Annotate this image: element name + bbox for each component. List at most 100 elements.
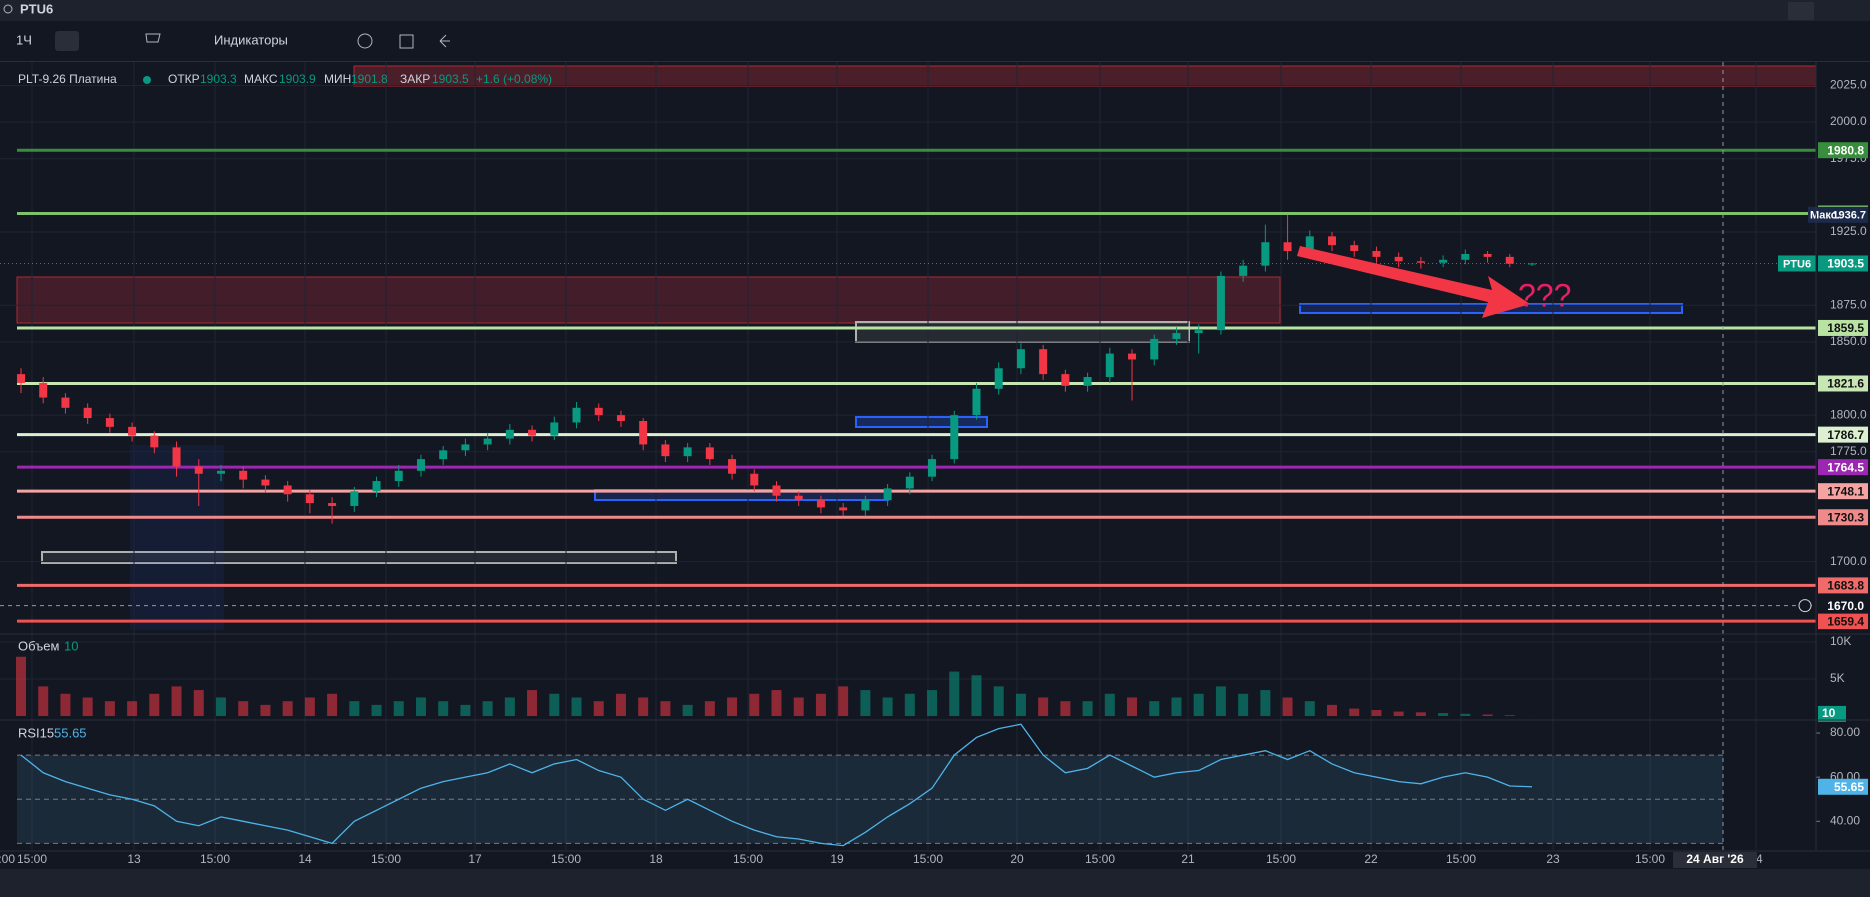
candle-body <box>728 459 737 474</box>
candle-body <box>1439 259 1448 263</box>
cart-icon[interactable] <box>145 33 161 43</box>
rsi-line <box>20 723 1533 847</box>
crosshair-time: 24 Авг '26 <box>1686 852 1744 866</box>
volume-bar <box>949 671 960 716</box>
volume-bar <box>749 693 760 716</box>
candle-body <box>172 447 181 467</box>
volume-bar <box>571 697 582 716</box>
interval[interactable]: 1Ч <box>16 32 32 47</box>
candle-body <box>816 500 825 508</box>
minimize[interactable] <box>1788 2 1814 20</box>
crosshair-price: 1670.0 <box>1827 599 1864 613</box>
indicators-button[interactable]: Индикаторы <box>214 32 288 47</box>
candle-body <box>994 368 1003 389</box>
volume-bar <box>815 693 826 716</box>
volume-bar <box>904 693 915 716</box>
candle-body <box>594 407 603 416</box>
volume-bar <box>1015 693 1026 716</box>
legend-text: 1903.3 <box>200 72 237 86</box>
y-tick-label: 40.00 <box>1830 813 1860 827</box>
x-tick-label: 15:00 <box>733 852 763 866</box>
volume-bar <box>1371 710 1382 716</box>
undo-icon[interactable] <box>439 34 450 48</box>
candle-body <box>1461 253 1470 260</box>
volume-bar <box>349 701 360 716</box>
candle-body <box>528 429 537 436</box>
volume-bar <box>1104 693 1115 716</box>
candle-body <box>1528 263 1536 265</box>
x-tick-label: 21 <box>1181 852 1195 866</box>
candles-button[interactable] <box>55 31 79 51</box>
x-tick-label: 23 <box>1546 852 1560 866</box>
level-label-box <box>1818 509 1868 526</box>
symbol[interactable]: PTU6 <box>20 1 53 16</box>
volume-bar <box>838 686 849 716</box>
candle-body <box>283 485 292 495</box>
volume-bar <box>1282 697 1293 716</box>
volume-bar <box>1038 697 1049 716</box>
candle-body <box>705 447 714 460</box>
crosshair-time-box <box>1673 852 1757 868</box>
volume-bar <box>1504 715 1515 716</box>
annotation: ??? <box>1518 277 1571 313</box>
volume-bar <box>682 704 693 716</box>
legend-text: PLT-9.26 Платина <box>18 72 117 86</box>
max-box <box>1808 206 1868 223</box>
level-label: 1859.5 <box>1827 321 1864 335</box>
volume-bar <box>482 701 493 716</box>
volume-bar <box>1127 697 1138 716</box>
arrow <box>1297 246 1530 318</box>
candle-body <box>616 415 625 421</box>
y-tick-label: 80.00 <box>1830 725 1860 739</box>
volume-bar <box>1260 690 1271 716</box>
candle-body <box>1328 236 1337 246</box>
candle-body <box>372 481 381 492</box>
volume-bar <box>1171 697 1182 716</box>
candle-body <box>750 473 759 486</box>
last-price-tag: PTU6 <box>1783 258 1811 270</box>
candle-body <box>216 470 225 474</box>
volume-bar <box>171 686 182 716</box>
volume-bar <box>860 690 871 716</box>
y-tick-label: 1925.0 <box>1830 224 1867 238</box>
candle-body <box>305 494 314 504</box>
legend-text: ОТКР <box>168 72 200 86</box>
candle-body <box>1039 349 1048 375</box>
volume-bar <box>549 693 560 716</box>
x-tick-label: 15:00 <box>200 852 230 866</box>
x-tick-label: 14 <box>298 852 312 866</box>
volume-last-box <box>1818 705 1846 722</box>
volume-bar <box>238 701 249 716</box>
candle-body <box>883 488 892 501</box>
status-dot <box>143 76 151 84</box>
candle-body <box>39 382 48 398</box>
layout-icon[interactable] <box>399 34 414 49</box>
y-tick-label: 2025.0 <box>1830 78 1867 92</box>
level-label-box <box>1818 459 1868 476</box>
level-label: 1786.7 <box>1827 428 1864 442</box>
x-tick-label: 15:00 <box>17 852 47 866</box>
candle-body <box>972 388 981 416</box>
volume-bar <box>1327 704 1338 716</box>
volume-bar <box>1438 713 1449 716</box>
x-tick-label: 15:00 <box>1635 852 1665 866</box>
volume-bar <box>127 701 138 716</box>
candle-body <box>572 407 581 423</box>
y-tick-label: 5K <box>1830 671 1845 685</box>
max-label: 1936.7 <box>1832 210 1866 222</box>
add-icon[interactable] <box>357 33 373 49</box>
candle-body <box>1372 251 1381 257</box>
candle-body <box>1216 275 1225 331</box>
search-icon[interactable] <box>3 4 13 14</box>
volume-bar <box>993 686 1004 716</box>
volume-bar <box>1193 693 1204 716</box>
volume-bar <box>149 693 160 716</box>
legend-text: 1901.8 <box>351 72 388 86</box>
candle-body <box>328 503 337 506</box>
volume-bar <box>1149 701 1160 716</box>
last-price-box <box>1818 255 1868 272</box>
candle-body <box>950 415 959 460</box>
volume-bar <box>104 701 115 716</box>
candle-body <box>1416 261 1425 263</box>
